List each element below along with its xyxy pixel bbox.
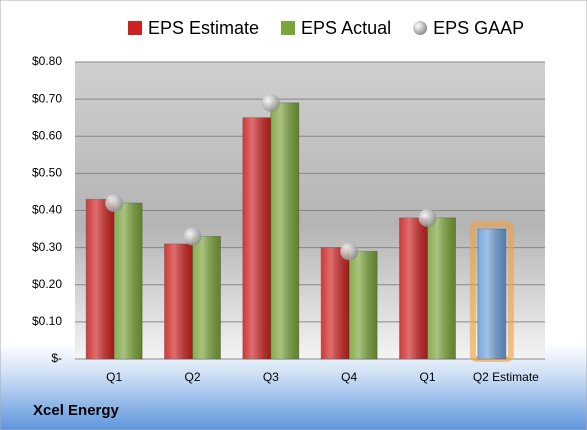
legend-marker	[413, 21, 428, 35]
bar-shine	[477, 229, 506, 359]
gaap-marker	[183, 227, 202, 246]
gaap-marker	[418, 208, 437, 227]
x-tick-label: Q1	[419, 370, 435, 384]
bar-shine	[114, 203, 143, 359]
gaap-marker	[261, 93, 280, 112]
y-tick-label: $0.70	[32, 91, 62, 105]
bar-shine	[399, 217, 428, 359]
y-tick-label: $0.30	[32, 240, 62, 254]
y-tick-label: $0.50	[32, 166, 62, 180]
bar-shine	[427, 217, 456, 359]
legend-label: EPS Estimate	[148, 18, 259, 38]
bar-shine	[321, 247, 350, 359]
bar-shine	[270, 102, 299, 360]
x-tick-label: Q4	[341, 370, 357, 384]
y-tick-label: $0.80	[32, 54, 62, 68]
y-tick-label: $-	[51, 351, 62, 365]
x-tick-label: Q2 Estimate	[473, 370, 539, 384]
chart-title: Xcel Energy	[33, 402, 120, 419]
x-tick-label: Q1	[106, 370, 122, 384]
x-tick-label: Q3	[263, 370, 279, 384]
y-tick-label: $0.20	[32, 277, 62, 291]
gaap-marker	[105, 194, 124, 213]
x-tick-label: Q2	[184, 370, 200, 384]
bar-shine	[242, 117, 271, 359]
legend-swatch	[281, 21, 296, 35]
y-tick-label: $0.10	[32, 314, 62, 328]
bar-shine	[86, 199, 115, 359]
y-tick-label: $0.40	[32, 203, 62, 217]
gaap-marker	[340, 242, 359, 261]
legend-label: EPS GAAP	[433, 18, 524, 38]
bar-shine	[164, 243, 193, 359]
legend-swatch	[128, 21, 142, 35]
bar-shine	[349, 251, 378, 359]
y-tick-label: $0.60	[32, 128, 62, 142]
legend-label: EPS Actual	[301, 18, 391, 38]
bar-shine	[192, 236, 221, 359]
